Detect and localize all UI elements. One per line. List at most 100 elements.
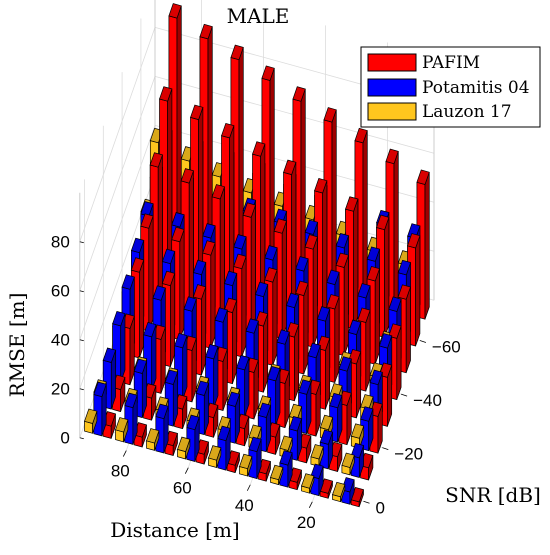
bar-pafim-side [210,242,216,349]
bar-potamitis [248,436,262,480]
bar-potamitis-top [338,356,352,372]
z-tick [79,437,84,440]
bar-potamitis-top [102,347,117,363]
bar-potamitis-top [140,201,154,217]
bar-pafim-top [171,226,185,243]
bar-potamitis-top [223,270,238,287]
bar-lauzon-top [270,464,284,481]
bar-potamitis [217,425,231,471]
bar-pafim-top [252,141,266,157]
bar-potamitis-top [161,248,176,265]
bar-pafim-top [292,86,306,102]
bar-potamitis-top [378,333,393,349]
bar-potamitis [164,369,179,427]
bar-potamitis-top [112,310,126,327]
bar-pafim-side [334,296,340,383]
bar-pafim-side [260,143,266,304]
bar-potamitis-top [217,425,231,442]
bar-pafim-side [384,217,390,338]
legend-swatch-lauzon [367,102,417,121]
bar-potamitis-top [248,436,262,453]
bar-pafim-top [180,168,194,184]
bar-lauzon-top [288,403,303,420]
bar-pafim-side [148,215,154,332]
bar-pafim-top [366,265,380,282]
bar-pafim-side [331,109,337,294]
bar-pafim-side [250,204,256,331]
bar-potamitis-top [192,259,207,276]
bar-pafim-side [198,107,204,287]
bar-potamitis-top [226,391,241,407]
bar-pafim-top [192,284,207,300]
bar-potamitis-top [254,281,269,298]
bar-pafim-top [357,307,371,323]
bar-potamitis-top [152,285,166,301]
bar-pafim-top [261,65,275,81]
x-tick-label: 20 [297,513,316,532]
z-tick-label: 60 [51,282,70,301]
bar-potamitis-top [397,259,412,276]
z-tick-label: 0 [60,429,69,448]
bar-pafim-side [362,130,368,303]
bar-pafim-side [300,88,306,286]
bar-potamitis [155,403,169,454]
bar-pafim-side [281,220,287,339]
bar-lauzon [208,445,222,468]
bar-potamitis [186,414,200,462]
bar-potamitis-top [202,223,216,239]
bar-lauzon [115,417,129,443]
bar-pafim-side [405,286,411,373]
bar-pafim-top [202,240,216,256]
ticks-layer: 0 20 40 60 80 20 40 60 80 0 −20 −40 −60 [51,233,461,532]
bar-potamitis-top [304,219,319,235]
legend: PAFIM Potamitis 04 Lauzon 17 [360,46,541,128]
bar-lauzon-top [360,394,374,410]
y-tick [419,340,427,343]
bar-pafim-side [374,268,380,365]
bar-potamitis-top [288,415,303,432]
bar-pafim-top [159,86,173,102]
x-tick [308,501,313,509]
bar-lauzon-top [310,444,324,460]
bar-pafim-top [273,218,287,234]
bar-pafim-top [221,122,235,139]
bar-potamitis-top [143,321,157,338]
bar-potamitis-top [388,296,402,312]
bar-pafim [354,127,368,303]
bar-pafim-top [140,213,154,229]
y-tick [382,447,389,451]
bar-pafim-side [393,151,399,311]
bar-pafim-side [291,162,297,312]
bar-pafim-top [130,257,145,273]
bar-pafim-top [385,148,399,165]
y-axis-label: SNR [dB] [445,483,541,507]
bar-potamitis-top [316,306,331,322]
bar-pafim-top [376,214,390,231]
bar-pafim-side [201,286,207,376]
bar-potamitis-top [155,403,169,420]
grid-line [79,125,156,340]
bar-lauzon [84,408,98,434]
bar-potamitis-top [264,245,278,261]
bar-pafim [226,450,240,474]
bar-lauzon-top [341,452,355,469]
z-tick [79,339,84,342]
bar-lauzon-top [301,473,315,489]
bar-pafim-top [211,184,225,200]
bar-pafim-top [416,169,430,185]
bar-pafim-top [168,3,182,19]
bar-pafim-side [232,300,238,384]
bar-pafim-top [149,152,163,168]
bar-pafim-top [323,107,337,123]
bar-pafim-top [345,196,359,212]
z-tick-label: 20 [51,380,70,399]
bar-potamitis-top [319,429,334,445]
bar-lauzon [310,444,324,467]
bar-lauzon-top [319,414,334,431]
y-tick-label: −60 [432,337,461,356]
bar-pafim-top [314,177,328,194]
bar-pafim-side [272,269,278,366]
bar-potamitis-top [307,342,321,359]
bar-lauzon [270,464,284,486]
grid-line [79,76,156,291]
